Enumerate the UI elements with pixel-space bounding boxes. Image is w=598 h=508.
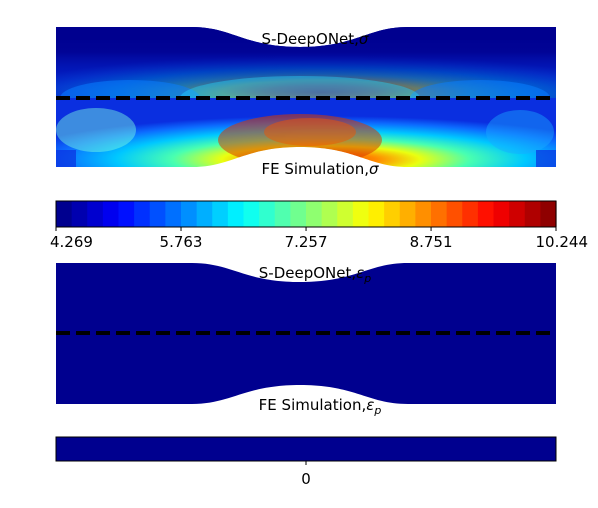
colorbar-cell	[462, 201, 479, 227]
colorbar-cell	[306, 201, 323, 227]
sigma-colorbar-ticks: 4.269 5.763 7.257 8.751 10.244	[50, 227, 588, 251]
strain-fe-label: FE Simulation,εp	[259, 396, 382, 417]
colorbar-cell	[243, 201, 260, 227]
strain-colorbar-ticks: 0	[301, 461, 311, 488]
colorbar-cell	[352, 201, 370, 227]
colorbar-cell	[540, 201, 557, 227]
colorbar-tick-label: 8.751	[410, 233, 453, 251]
sigma-fe-label: FE Simulation,σ	[261, 160, 379, 178]
strain-contour-plot: S-DeepONet,εp FE Simulation,εp	[56, 263, 556, 417]
colorbar-cell	[509, 201, 526, 227]
colorbar-cell	[87, 201, 104, 227]
colorbar-cell	[493, 201, 510, 227]
colorbar-cell	[71, 201, 88, 227]
colorbar-cell	[477, 201, 495, 227]
colorbar-cell	[259, 201, 276, 227]
colorbar-cell	[102, 201, 120, 227]
colorbar-cell	[321, 201, 338, 227]
sigma-fe-field	[56, 98, 556, 167]
colorbar-cell	[415, 201, 432, 227]
colorbar-cell	[274, 201, 291, 227]
colorbar-cell	[181, 201, 198, 227]
colorbar-cell	[227, 201, 245, 227]
colorbar-tick-label: 4.269	[50, 233, 93, 251]
sigma-colorbar: 4.269 5.763 7.257 8.751 10.244	[50, 200, 588, 251]
colorbar-cell	[212, 201, 229, 227]
colorbar-tick-label: 5.763	[160, 233, 203, 251]
colorbar-tick-label: 7.257	[285, 233, 328, 251]
colorbar-cell	[431, 201, 448, 227]
colorbar-cell	[399, 201, 416, 227]
colorbar-cell	[149, 201, 166, 227]
colorbar-cell	[134, 201, 151, 227]
strain-colorbar: 0	[55, 436, 557, 488]
strain-prediction-label: S-DeepONet,εp	[259, 264, 371, 285]
colorbar-cell	[524, 201, 541, 227]
colorbar-cell	[337, 201, 354, 227]
colorbar-cell	[165, 201, 182, 227]
colorbar-tick-label: 0	[301, 470, 311, 488]
strain-colorbar-bar	[55, 436, 557, 462]
colorbar-tick-label: 10.244	[536, 233, 589, 251]
colorbar-cell	[368, 201, 385, 227]
colorbar-cell	[290, 201, 307, 227]
colorbar-cell	[196, 201, 213, 227]
sigma-colorbar-cells	[56, 201, 557, 227]
colorbar-cell	[384, 201, 401, 227]
sigma-prediction-label: S-DeepONet,σ	[262, 30, 369, 48]
stress-contour-plot: S-DeepONet,σ FE Simulation,σ	[56, 27, 556, 178]
colorbar-cell	[56, 201, 73, 227]
colorbar-cell	[446, 201, 463, 227]
colorbar-cell	[118, 201, 135, 227]
